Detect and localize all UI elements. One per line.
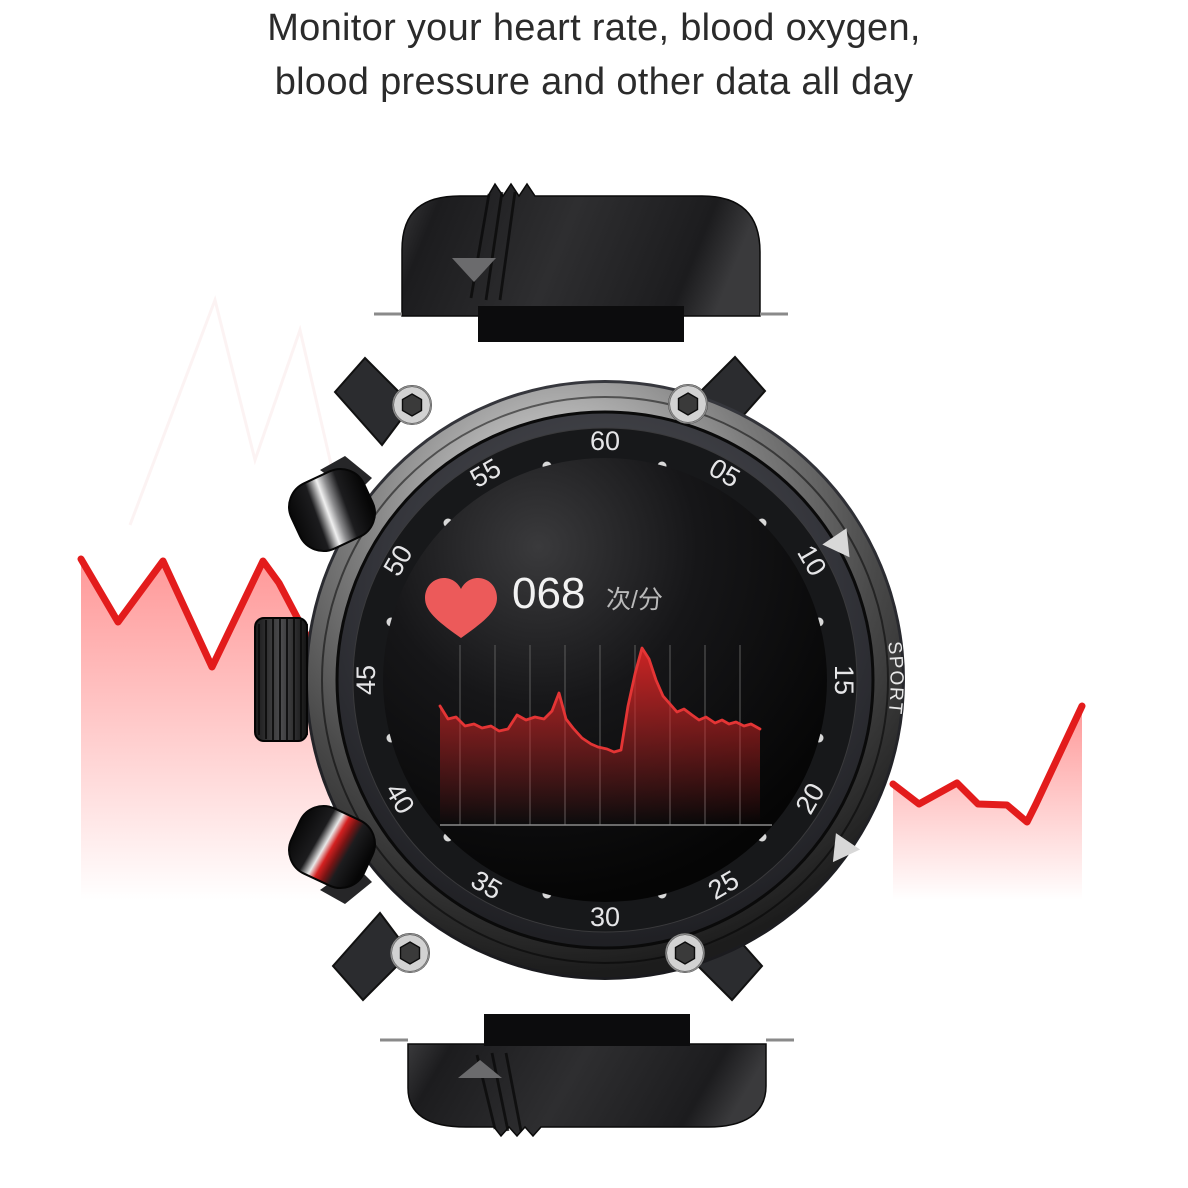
svg-text:次/分: 次/分: [606, 586, 663, 614]
svg-text:MUSIC: MUSIC: [0, 0, 69, 5]
svg-text:30: 30: [590, 902, 620, 932]
svg-text:068: 068: [512, 569, 585, 618]
svg-text:SETS: SETS: [0, 0, 56, 5]
svg-text:15: 15: [829, 665, 859, 695]
svg-text:SPORT: SPORT: [883, 640, 906, 716]
svg-text:ON/OFF: ON/OFF: [0, 0, 81, 5]
svg-text:45: 45: [351, 665, 381, 695]
svg-text:60: 60: [590, 426, 620, 456]
